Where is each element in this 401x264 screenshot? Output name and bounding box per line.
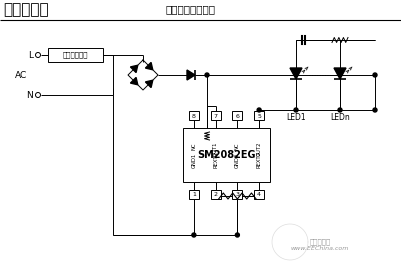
Text: 电子发烧友: 电子发烧友 [310, 238, 331, 245]
Circle shape [205, 73, 209, 77]
Circle shape [257, 108, 261, 112]
Polygon shape [334, 68, 346, 79]
Text: SM2082EG: SM2082EG [197, 150, 255, 160]
Text: N: N [26, 91, 33, 100]
Bar [48, 48, 103, 62]
Text: 8: 8 [192, 114, 196, 119]
Circle shape [373, 73, 377, 77]
Bar [189, 190, 199, 199]
Bar [232, 111, 242, 120]
Text: 6: 6 [235, 114, 239, 119]
Circle shape [192, 233, 196, 237]
Text: LED1: LED1 [286, 114, 306, 122]
Polygon shape [187, 70, 195, 80]
Text: 4: 4 [257, 191, 261, 196]
Bar [254, 111, 264, 120]
Text: GND2: GND2 [235, 153, 240, 168]
Text: LEDn: LEDn [330, 114, 350, 122]
Bar [211, 111, 221, 120]
Polygon shape [130, 65, 138, 73]
Bar [254, 190, 264, 199]
Text: 调光方案应用电路: 调光方案应用电路 [165, 4, 215, 14]
Text: NC: NC [191, 142, 196, 149]
Text: OUT1: OUT1 [213, 142, 218, 157]
Text: 5: 5 [257, 114, 261, 119]
Bar [203, 131, 211, 141]
Text: NC: NC [235, 142, 240, 149]
Circle shape [373, 108, 377, 112]
Text: REXT1: REXT1 [213, 151, 218, 168]
Text: 典型应用二: 典型应用二 [3, 2, 49, 17]
Text: www.EEChina.com: www.EEChina.com [291, 246, 349, 251]
Text: 7: 7 [214, 114, 218, 119]
Text: GND1: GND1 [191, 153, 196, 168]
Circle shape [235, 233, 239, 237]
Polygon shape [146, 62, 153, 70]
Text: 1: 1 [192, 191, 196, 196]
Polygon shape [146, 80, 153, 88]
Text: 2: 2 [214, 191, 218, 196]
Bar [211, 190, 221, 199]
Text: OUT2: OUT2 [257, 142, 261, 157]
Text: REXT2: REXT2 [257, 151, 261, 168]
Bar [183, 128, 270, 182]
Bar [189, 111, 199, 120]
Circle shape [338, 108, 342, 112]
Text: 可控硅调光器: 可控硅调光器 [63, 52, 88, 58]
Bar [232, 190, 242, 199]
Circle shape [294, 108, 298, 112]
Text: 3: 3 [235, 191, 239, 196]
Text: AC: AC [15, 70, 27, 79]
Text: L: L [28, 50, 33, 59]
Polygon shape [290, 68, 302, 79]
Polygon shape [130, 77, 138, 85]
